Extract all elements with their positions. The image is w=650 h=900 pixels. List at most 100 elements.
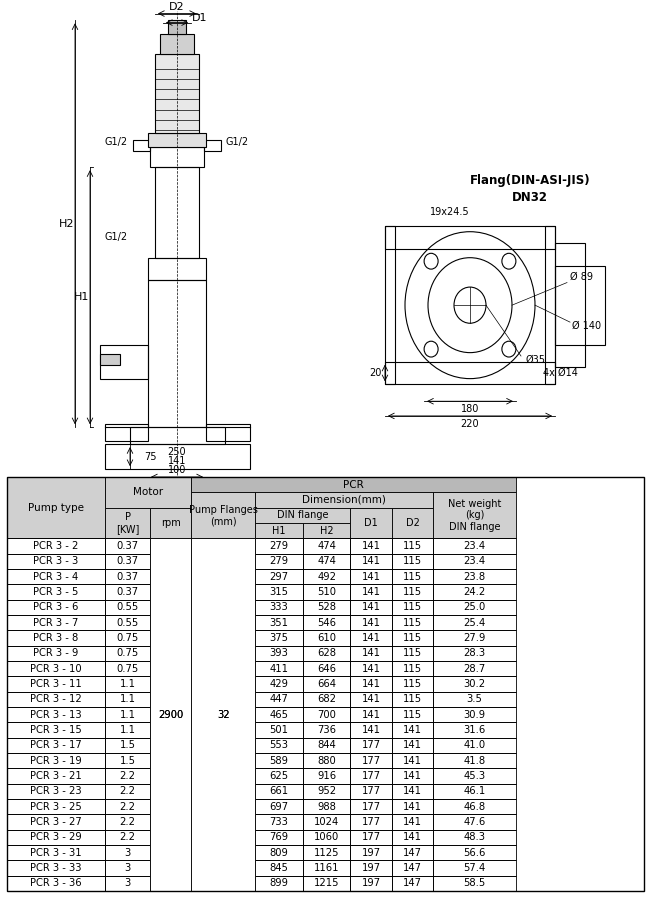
Text: 315: 315 bbox=[269, 587, 289, 597]
Bar bbox=[392, 723, 434, 738]
Bar bbox=[191, 769, 255, 784]
Bar bbox=[150, 860, 191, 876]
Bar bbox=[150, 569, 191, 584]
Text: 27.9: 27.9 bbox=[463, 633, 486, 643]
Bar bbox=[392, 538, 434, 554]
Text: 100: 100 bbox=[168, 465, 186, 475]
Text: 0.75: 0.75 bbox=[116, 648, 138, 658]
Bar bbox=[255, 538, 303, 554]
Text: 46.8: 46.8 bbox=[463, 802, 486, 812]
Text: 115: 115 bbox=[403, 602, 422, 612]
Bar bbox=[191, 477, 516, 492]
Bar bbox=[150, 753, 191, 769]
Bar bbox=[191, 584, 255, 599]
Text: 115: 115 bbox=[403, 710, 422, 720]
Text: 141: 141 bbox=[361, 694, 381, 705]
Text: 23.8: 23.8 bbox=[463, 572, 486, 581]
Bar bbox=[350, 753, 392, 769]
Text: 510: 510 bbox=[317, 587, 336, 597]
Bar bbox=[150, 830, 191, 845]
Text: 197: 197 bbox=[361, 848, 381, 858]
Text: 115: 115 bbox=[403, 572, 422, 581]
Text: 141: 141 bbox=[168, 456, 186, 466]
Bar bbox=[191, 814, 255, 830]
Bar bbox=[191, 676, 255, 692]
Bar bbox=[255, 723, 303, 738]
Text: 20: 20 bbox=[369, 368, 381, 378]
Text: 23.4: 23.4 bbox=[463, 556, 486, 566]
Bar bbox=[303, 769, 350, 784]
Text: G1/2: G1/2 bbox=[105, 138, 128, 148]
Bar bbox=[303, 676, 350, 692]
Bar bbox=[105, 738, 150, 753]
Text: 1.1: 1.1 bbox=[120, 694, 136, 705]
Bar bbox=[385, 226, 395, 384]
Text: 141: 141 bbox=[403, 802, 422, 812]
Bar bbox=[434, 860, 516, 876]
Text: PCR 3 - 4: PCR 3 - 4 bbox=[33, 572, 79, 581]
Text: H1: H1 bbox=[272, 526, 285, 536]
Bar bbox=[255, 860, 303, 876]
Bar bbox=[255, 523, 303, 538]
Text: 141: 141 bbox=[403, 756, 422, 766]
Text: 1125: 1125 bbox=[314, 848, 339, 858]
Text: 393: 393 bbox=[269, 648, 288, 658]
Text: 4x Ø14: 4x Ø14 bbox=[543, 368, 577, 378]
Bar bbox=[350, 876, 392, 891]
Bar bbox=[191, 661, 255, 676]
Bar bbox=[191, 599, 255, 615]
Text: PCR 3 - 17: PCR 3 - 17 bbox=[30, 741, 82, 751]
Text: H1: H1 bbox=[74, 292, 90, 302]
Text: 115: 115 bbox=[403, 556, 422, 566]
Bar bbox=[350, 554, 392, 569]
Bar bbox=[6, 554, 105, 569]
Text: 899: 899 bbox=[269, 878, 289, 888]
Text: 115: 115 bbox=[403, 617, 422, 627]
Bar bbox=[130, 428, 225, 445]
Text: 141: 141 bbox=[403, 725, 422, 735]
Text: 141: 141 bbox=[361, 679, 381, 689]
Text: 31.6: 31.6 bbox=[463, 725, 486, 735]
Text: 177: 177 bbox=[361, 756, 381, 766]
Text: PCR 3 - 6: PCR 3 - 6 bbox=[33, 602, 79, 612]
Bar bbox=[6, 799, 105, 815]
Text: 57.4: 57.4 bbox=[463, 863, 486, 873]
Text: 682: 682 bbox=[317, 694, 336, 705]
Text: 30.2: 30.2 bbox=[463, 679, 486, 689]
Bar bbox=[6, 784, 105, 799]
Bar bbox=[105, 769, 150, 784]
Text: 141: 141 bbox=[361, 572, 381, 581]
Bar bbox=[150, 723, 191, 738]
Bar bbox=[350, 676, 392, 692]
Text: 375: 375 bbox=[269, 633, 289, 643]
Text: 141: 141 bbox=[403, 832, 422, 842]
Text: 141: 141 bbox=[361, 710, 381, 720]
Bar bbox=[155, 167, 199, 257]
Bar bbox=[6, 723, 105, 738]
Bar bbox=[191, 569, 255, 584]
Bar bbox=[105, 569, 150, 584]
Bar bbox=[6, 692, 105, 707]
Bar bbox=[303, 584, 350, 599]
Bar bbox=[150, 630, 191, 645]
Text: 177: 177 bbox=[361, 832, 381, 842]
Text: PCR 3 - 5: PCR 3 - 5 bbox=[33, 587, 79, 597]
Bar bbox=[434, 615, 516, 630]
Bar bbox=[105, 424, 148, 441]
Text: 141: 141 bbox=[361, 633, 381, 643]
Text: 333: 333 bbox=[270, 602, 288, 612]
Bar bbox=[150, 676, 191, 692]
Bar bbox=[150, 738, 191, 753]
Bar bbox=[303, 814, 350, 830]
Bar bbox=[303, 784, 350, 799]
Text: PCR 3 - 23: PCR 3 - 23 bbox=[30, 787, 82, 796]
Text: 197: 197 bbox=[361, 878, 381, 888]
Bar bbox=[105, 676, 150, 692]
Bar bbox=[350, 508, 392, 538]
Text: 553: 553 bbox=[269, 741, 289, 751]
Bar bbox=[191, 630, 255, 645]
Text: 697: 697 bbox=[269, 802, 289, 812]
Bar bbox=[350, 738, 392, 753]
Bar bbox=[303, 860, 350, 876]
Text: 28.7: 28.7 bbox=[463, 663, 486, 674]
